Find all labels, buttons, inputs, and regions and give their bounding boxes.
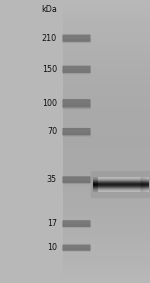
FancyBboxPatch shape [63, 104, 90, 109]
FancyBboxPatch shape [62, 245, 91, 251]
Text: 10: 10 [47, 243, 57, 252]
FancyBboxPatch shape [62, 220, 91, 227]
FancyBboxPatch shape [63, 132, 90, 136]
FancyBboxPatch shape [63, 248, 90, 252]
FancyBboxPatch shape [62, 66, 91, 73]
Text: 210: 210 [42, 34, 57, 43]
Text: kDa: kDa [41, 5, 57, 14]
FancyBboxPatch shape [63, 180, 90, 184]
Text: 150: 150 [42, 65, 57, 74]
FancyBboxPatch shape [63, 39, 90, 43]
FancyBboxPatch shape [62, 35, 91, 42]
Text: 35: 35 [47, 175, 57, 184]
FancyBboxPatch shape [62, 128, 91, 135]
Text: 70: 70 [47, 127, 57, 136]
Text: 17: 17 [47, 219, 57, 228]
FancyBboxPatch shape [91, 171, 150, 198]
FancyBboxPatch shape [62, 99, 91, 108]
FancyBboxPatch shape [62, 176, 91, 183]
FancyBboxPatch shape [63, 70, 90, 74]
FancyBboxPatch shape [63, 224, 90, 228]
Text: 100: 100 [42, 99, 57, 108]
